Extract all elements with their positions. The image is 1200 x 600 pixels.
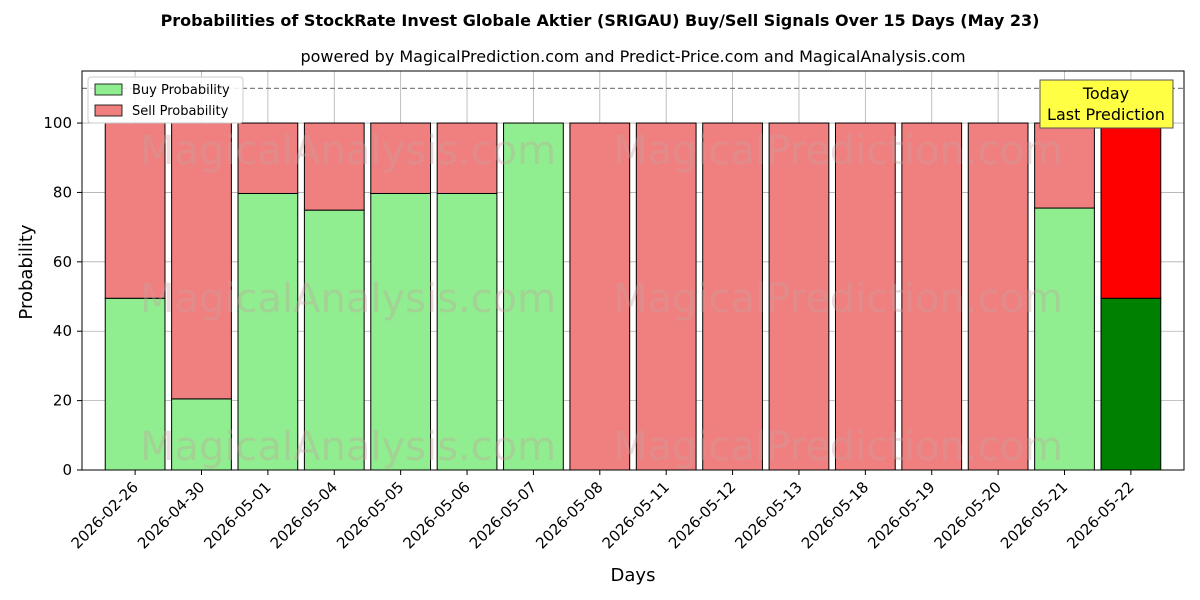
bar-sell	[237, 122, 299, 194]
y-tick-label: 60	[53, 253, 72, 271]
x-tick-label: 2026-05-11	[599, 478, 673, 552]
annotation-text: Today	[1082, 84, 1129, 103]
watermark-text: MagicalPrediction.com	[613, 424, 1063, 470]
legend-swatch	[94, 83, 123, 96]
x-tick-label: 2026-02-26	[68, 478, 142, 552]
chart-title: Probabilities of StockRate Invest Global…	[161, 11, 1040, 30]
watermark-text: MagicalAnalysis.com	[140, 128, 556, 174]
bar-sell	[569, 122, 631, 471]
bar-sell	[104, 122, 166, 299]
x-tick-label: 2026-05-20	[931, 478, 1005, 552]
annotation-text: Last Prediction	[1047, 105, 1165, 124]
bar-sell	[702, 122, 763, 471]
x-tick-label: 2026-05-12	[665, 478, 739, 552]
x-tick-label: 2026-05-13	[731, 478, 805, 552]
bar-buy	[1034, 207, 1095, 471]
legend-swatch	[94, 104, 123, 117]
y-axis-label: Probability	[16, 224, 37, 319]
x-axis: 2026-02-262026-04-302026-05-012026-05-04…	[68, 470, 1138, 552]
y-tick-label: 80	[53, 183, 72, 201]
bar-sell	[834, 122, 896, 471]
y-tick-label: 100	[43, 114, 72, 132]
bar-sell	[768, 122, 830, 471]
x-tick-label: 2026-05-22	[1063, 478, 1137, 552]
x-tick-label: 2026-05-21	[997, 478, 1071, 552]
bar-buy	[303, 209, 365, 471]
watermark-text: MagicalAnalysis.com	[140, 424, 556, 470]
y-tick-label: 40	[53, 322, 72, 340]
x-tick-label: 2026-05-08	[532, 478, 606, 552]
plot-frame	[81, 70, 1185, 471]
y-axis: 0 20 40 60 80 100	[43, 114, 82, 479]
bar-buy	[436, 192, 498, 471]
x-tick-label: 2026-05-05	[333, 478, 407, 552]
x-tick-label: 2026-05-04	[267, 478, 341, 552]
bar-sell	[967, 122, 1029, 471]
x-tick-label: 2026-05-18	[798, 478, 872, 552]
watermarks: MagicalAnalysis.com MagicalPrediction.com…	[140, 128, 1063, 470]
watermark-text: MagicalAnalysis.com	[140, 276, 556, 322]
bar-sell	[1100, 122, 1162, 299]
bar-sell	[901, 122, 963, 471]
legend-entry: Buy Probability	[132, 83, 230, 98]
x-tick-label: 2026-04-30	[134, 478, 208, 552]
bars	[104, 122, 1162, 471]
today-annotation: Today Last Prediction	[1039, 79, 1174, 129]
bar-buy	[171, 398, 232, 471]
legend-box	[87, 76, 244, 124]
x-tick-label: 2026-05-19	[864, 478, 938, 552]
bar-sell	[1034, 122, 1095, 209]
annotation-box	[1039, 79, 1174, 129]
bar-sell	[370, 122, 432, 194]
legend-entry: Sell Probability	[132, 104, 229, 119]
bar-buy	[237, 192, 299, 471]
bar-buy	[1100, 297, 1162, 471]
watermark-text: MagicalPrediction.com	[613, 276, 1063, 322]
legend: Buy Probability Sell Probability	[87, 76, 244, 124]
bar-sell	[303, 122, 365, 211]
bar-sell	[635, 122, 697, 471]
bar-sell	[436, 122, 498, 194]
y-tick-label: 20	[53, 392, 72, 410]
chart-subtitle: powered by MagicalPrediction.com and Pre…	[300, 47, 965, 66]
y-tick-label: 0	[62, 461, 72, 479]
x-axis-label: Days	[611, 565, 656, 586]
x-tick-label: 2026-05-07	[466, 478, 540, 552]
x-tick-label: 2026-05-01	[200, 478, 274, 552]
x-tick-label: 2026-05-06	[399, 478, 473, 552]
watermark-text: MagicalPrediction.com	[613, 128, 1063, 174]
bar-buy	[370, 192, 432, 471]
bar-buy	[503, 122, 564, 471]
